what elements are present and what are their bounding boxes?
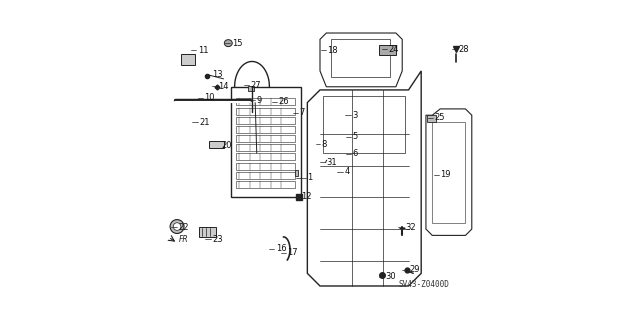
Text: 26: 26 <box>278 97 289 107</box>
Bar <box>236 108 294 115</box>
Bar <box>236 144 294 151</box>
Bar <box>209 141 223 148</box>
Text: 27: 27 <box>251 81 261 90</box>
Bar <box>236 126 294 133</box>
Text: 21: 21 <box>199 118 210 127</box>
Bar <box>236 181 294 188</box>
Text: 18: 18 <box>327 46 338 55</box>
Text: 10: 10 <box>205 93 215 102</box>
Bar <box>181 54 195 65</box>
Text: 11: 11 <box>198 46 208 55</box>
Text: 12: 12 <box>301 192 312 201</box>
Bar <box>294 170 298 176</box>
Bar <box>323 96 405 153</box>
Text: 32: 32 <box>405 223 416 232</box>
Text: 28: 28 <box>458 45 469 54</box>
Bar <box>232 87 301 197</box>
Text: 8: 8 <box>321 140 327 149</box>
Text: 9: 9 <box>256 96 261 105</box>
Text: 25: 25 <box>434 113 445 122</box>
Bar <box>236 153 294 160</box>
Bar <box>236 163 294 170</box>
Text: 23: 23 <box>212 235 223 244</box>
Text: 22: 22 <box>179 223 189 232</box>
Text: 15: 15 <box>232 39 243 48</box>
Text: 6: 6 <box>352 149 358 158</box>
Circle shape <box>170 219 184 234</box>
Bar <box>236 117 294 124</box>
Text: FR: FR <box>179 235 189 244</box>
Polygon shape <box>426 109 472 235</box>
Text: 17: 17 <box>287 248 298 257</box>
Bar <box>236 135 294 142</box>
Text: 5: 5 <box>352 132 358 141</box>
Bar <box>331 39 390 77</box>
Text: 31: 31 <box>326 158 337 167</box>
Text: 20: 20 <box>221 141 232 150</box>
Bar <box>248 86 253 91</box>
Bar <box>236 172 294 179</box>
Bar <box>199 227 216 237</box>
Bar <box>236 99 294 105</box>
Text: 7: 7 <box>300 108 305 117</box>
Circle shape <box>173 223 181 230</box>
Ellipse shape <box>225 40 232 47</box>
Text: 16: 16 <box>276 244 287 253</box>
Text: 19: 19 <box>440 170 451 179</box>
Text: 29: 29 <box>409 265 420 274</box>
Text: 1: 1 <box>307 173 312 182</box>
Text: 24: 24 <box>388 45 399 54</box>
Text: 4: 4 <box>345 167 350 176</box>
Bar <box>378 45 396 55</box>
Text: 3: 3 <box>352 111 358 120</box>
Text: SV43-Z0400D: SV43-Z0400D <box>399 280 449 289</box>
Text: 14: 14 <box>218 82 228 91</box>
Text: 13: 13 <box>212 70 223 79</box>
Bar <box>432 122 465 223</box>
Bar <box>427 115 436 122</box>
Text: 30: 30 <box>385 272 396 281</box>
